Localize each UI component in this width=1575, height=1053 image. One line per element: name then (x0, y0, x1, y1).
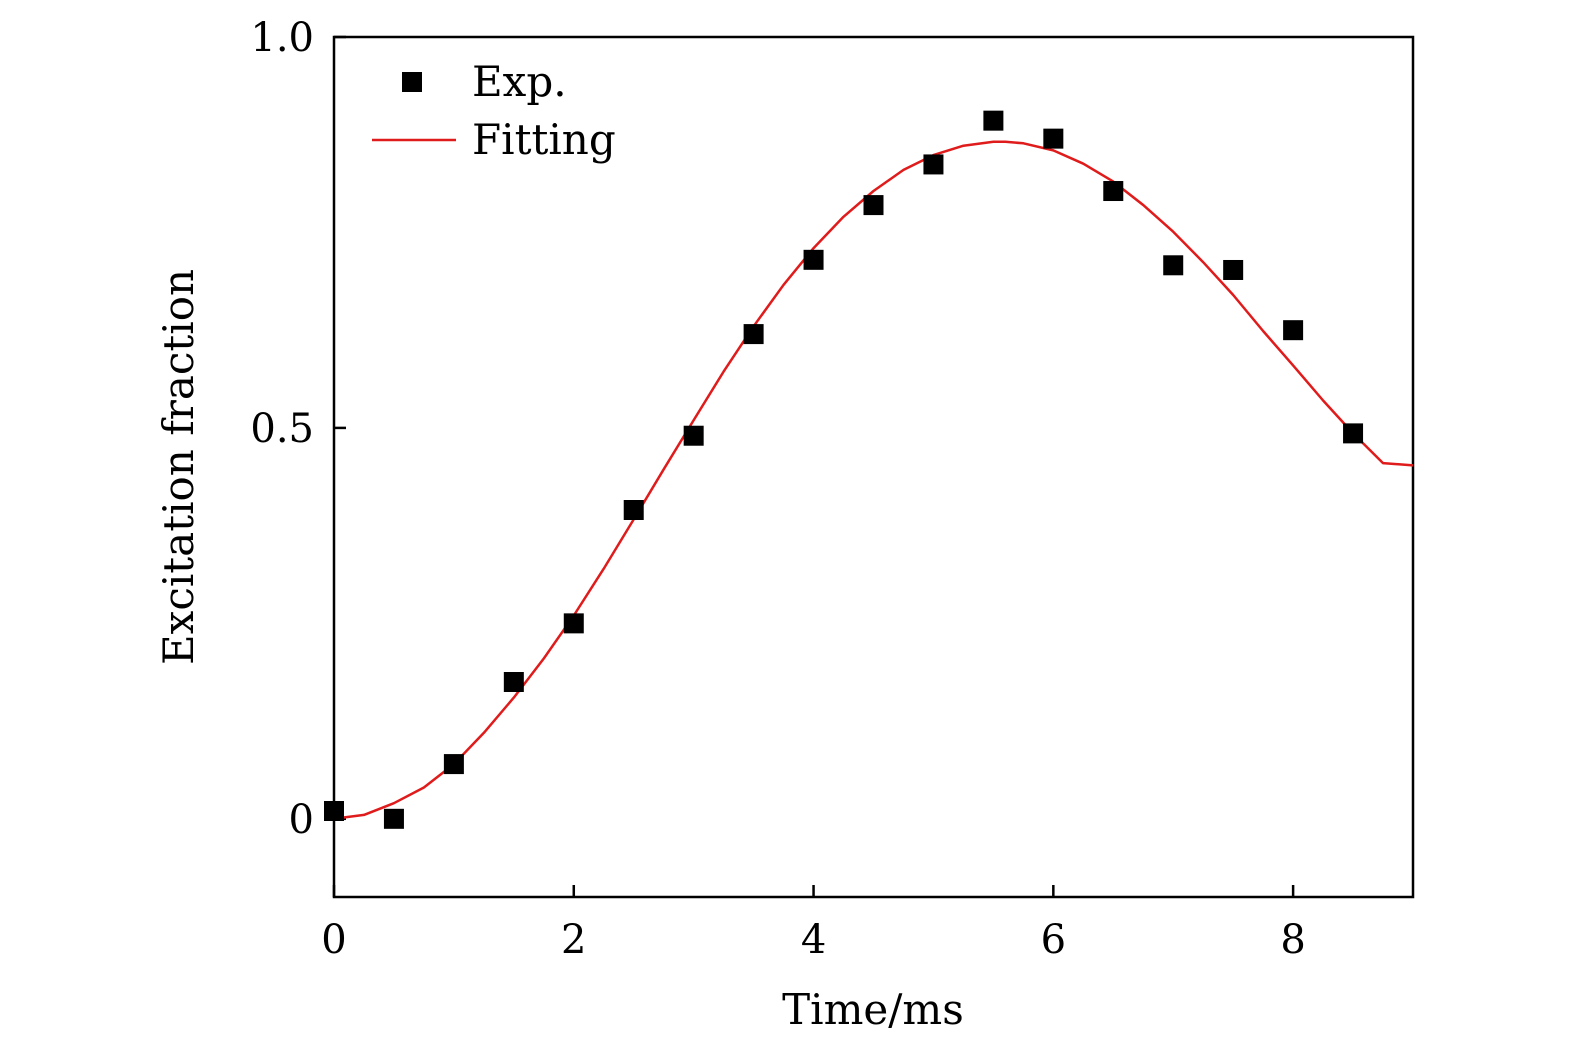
y-tick-label: 1.0 (250, 15, 314, 61)
x-tick-label: 4 (801, 917, 826, 963)
x-tick-label: 2 (561, 917, 586, 963)
exp-series (324, 110, 1364, 829)
exp-point (383, 808, 404, 829)
exp-point (503, 672, 524, 692)
exp-point (803, 249, 824, 270)
legend: Exp. Fitting (372, 57, 616, 164)
exp-point (1103, 181, 1124, 202)
legend-fitting-label: Fitting (472, 115, 616, 164)
x-axis-ticks: 0 2 4 6 8 (321, 885, 1306, 963)
y-tick-label: 0 (289, 797, 314, 843)
exp-point (1283, 320, 1304, 341)
x-tick-label: 6 (1041, 917, 1066, 963)
exp-point (983, 110, 1004, 131)
exp-point (923, 154, 944, 175)
x-tick-label: 0 (321, 917, 346, 963)
fitting-line (333, 140, 1414, 821)
x-tick-label: 8 (1280, 917, 1305, 963)
exp-point (683, 425, 704, 446)
exp-point (1343, 423, 1364, 444)
fitting-series (333, 140, 1414, 821)
y-axis-label: Excitation fraction (154, 269, 203, 665)
exp-point (623, 500, 644, 520)
exp-point (1223, 259, 1244, 280)
y-axis-ticks: 0 0.5 1.0 (250, 15, 346, 843)
exp-point (443, 754, 464, 775)
legend-exp-marker (402, 72, 422, 92)
plot-frame (332, 35, 1415, 899)
y-tick-label: 0.5 (250, 406, 314, 452)
legend-exp-label: Exp. (472, 57, 567, 106)
exp-point (563, 613, 584, 634)
exp-point (863, 195, 884, 216)
exp-point (324, 801, 344, 821)
exp-point (1163, 255, 1184, 276)
x-axis-label: Time/ms (782, 985, 964, 1034)
exp-point (743, 324, 764, 345)
exp-point (1043, 128, 1064, 149)
